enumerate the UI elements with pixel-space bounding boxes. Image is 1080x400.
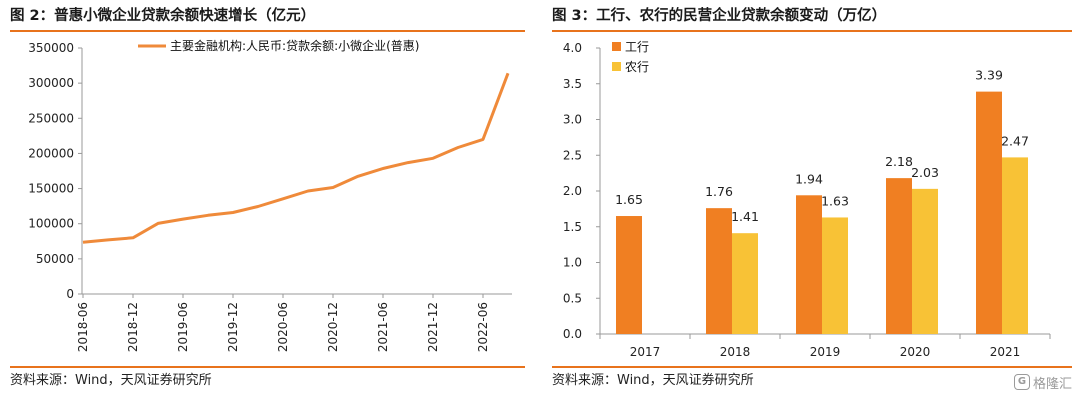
y-tick-label: 250000 <box>28 111 74 125</box>
legend-swatch <box>612 62 621 71</box>
bar-value-label: 1.63 <box>821 193 849 208</box>
x-tick-label: 2022-06 <box>476 302 490 352</box>
legend-label: 主要金融机构:人民币:贷款余额:小微企业(普惠) <box>170 38 420 53</box>
left-bottom-rule <box>10 366 525 368</box>
x-tick-label: 2019-12 <box>226 302 240 352</box>
x-tick-label: 2018-12 <box>126 302 140 352</box>
bar-abc <box>1002 157 1028 334</box>
x-tick-label: 2020 <box>900 345 931 359</box>
left-source-note: 资料来源：Wind，天风证券研究所 <box>10 373 212 388</box>
left-top-rule <box>10 30 525 32</box>
bar-icbc <box>706 208 732 334</box>
x-tick-label: 2020-12 <box>326 302 340 352</box>
bar-abc <box>732 233 758 334</box>
x-tick-label: 2018 <box>720 345 751 359</box>
bar-value-label: 2.47 <box>1001 133 1029 148</box>
x-tick-label: 2021-12 <box>426 302 440 352</box>
right-figure-panel: 图 3：工行、农行的民营企业贷款余额变动（万亿） 0.0 0.5 1.0 1.5 2.0… <box>552 0 1072 400</box>
x-tick-label: 2021-06 <box>376 302 390 352</box>
x-tick-label: 2019 <box>810 345 841 359</box>
bar-value-label: 2.18 <box>885 154 913 169</box>
bar-icbc <box>616 216 642 334</box>
watermark-text: 格隆汇 <box>1032 376 1072 392</box>
bar-icbc <box>886 178 912 334</box>
series-line <box>82 72 510 244</box>
bar-chart: 0.0 0.5 1.0 1.5 2.0 2.5 3.0 3.5 4.0 2017 1.65 2018 1… <box>563 40 1051 359</box>
y-tick-label: 0.5 <box>563 291 582 305</box>
y-tick-label: 0 <box>66 287 74 301</box>
legend-label: 农行 <box>625 60 649 74</box>
bar-value-label: 1.76 <box>705 184 733 199</box>
y-tick-label: 50000 <box>36 252 74 266</box>
x-tick-label: 2018-06 <box>76 302 90 352</box>
legend-label: 工行 <box>625 40 649 54</box>
watermark: G 格隆汇 <box>1013 372 1072 392</box>
y-tick-label: 4.0 <box>563 41 582 55</box>
y-tick-label: 300000 <box>28 76 74 90</box>
y-tick-label: 150000 <box>28 182 74 196</box>
bar-icbc <box>976 91 1002 334</box>
x-tick-label: 2017 <box>630 345 661 359</box>
watermark-logo-icon: G <box>1013 374 1030 390</box>
legend-swatch <box>612 42 621 51</box>
x-tick-label: 2021 <box>990 345 1021 359</box>
left-figure-title: 图 2：普惠小微企业贷款余额快速增长（亿元） <box>10 8 316 24</box>
right-figure-title: 图 3：工行、农行的民营企业贷款余额变动（万亿） <box>552 8 887 24</box>
bar-value-label: 3.39 <box>975 68 1003 83</box>
y-tick-label: 200000 <box>28 146 74 160</box>
bar-abc <box>912 188 938 334</box>
bar-icbc <box>796 195 822 334</box>
right-source-note: 资料来源：Wind，天风证券研究所 <box>552 373 754 388</box>
x-tick-label: 2020-06 <box>276 302 290 352</box>
line-chart: 0 50000 100000 150000 200000 250000 300000 3500… <box>28 38 512 352</box>
y-tick-label: 1.0 <box>563 256 582 270</box>
y-tick-label: 2.5 <box>563 148 582 162</box>
y-tick-label: 3.0 <box>563 113 582 127</box>
y-tick-label: 1.5 <box>563 220 582 234</box>
bar-abc <box>822 217 848 334</box>
right-bottom-rule <box>552 366 1072 368</box>
y-tick-label: 3.5 <box>563 77 582 91</box>
right-top-rule <box>552 30 1072 32</box>
y-tick-label: 350000 <box>28 41 74 55</box>
left-figure-panel: 图 2：普惠小微企业贷款余额快速增长（亿元） 0 50000 100000 15000… <box>10 0 525 400</box>
x-tick-label: 2019-06 <box>176 302 190 352</box>
bar-value-label: 1.41 <box>731 209 759 224</box>
y-tick-label: 2.0 <box>563 184 582 198</box>
y-tick-label: 0.0 <box>563 327 582 341</box>
bar-value-label: 2.03 <box>911 165 939 180</box>
bar-value-label: 1.65 <box>615 192 643 207</box>
y-tick-label: 100000 <box>28 217 74 231</box>
bar-value-label: 1.94 <box>795 171 823 186</box>
